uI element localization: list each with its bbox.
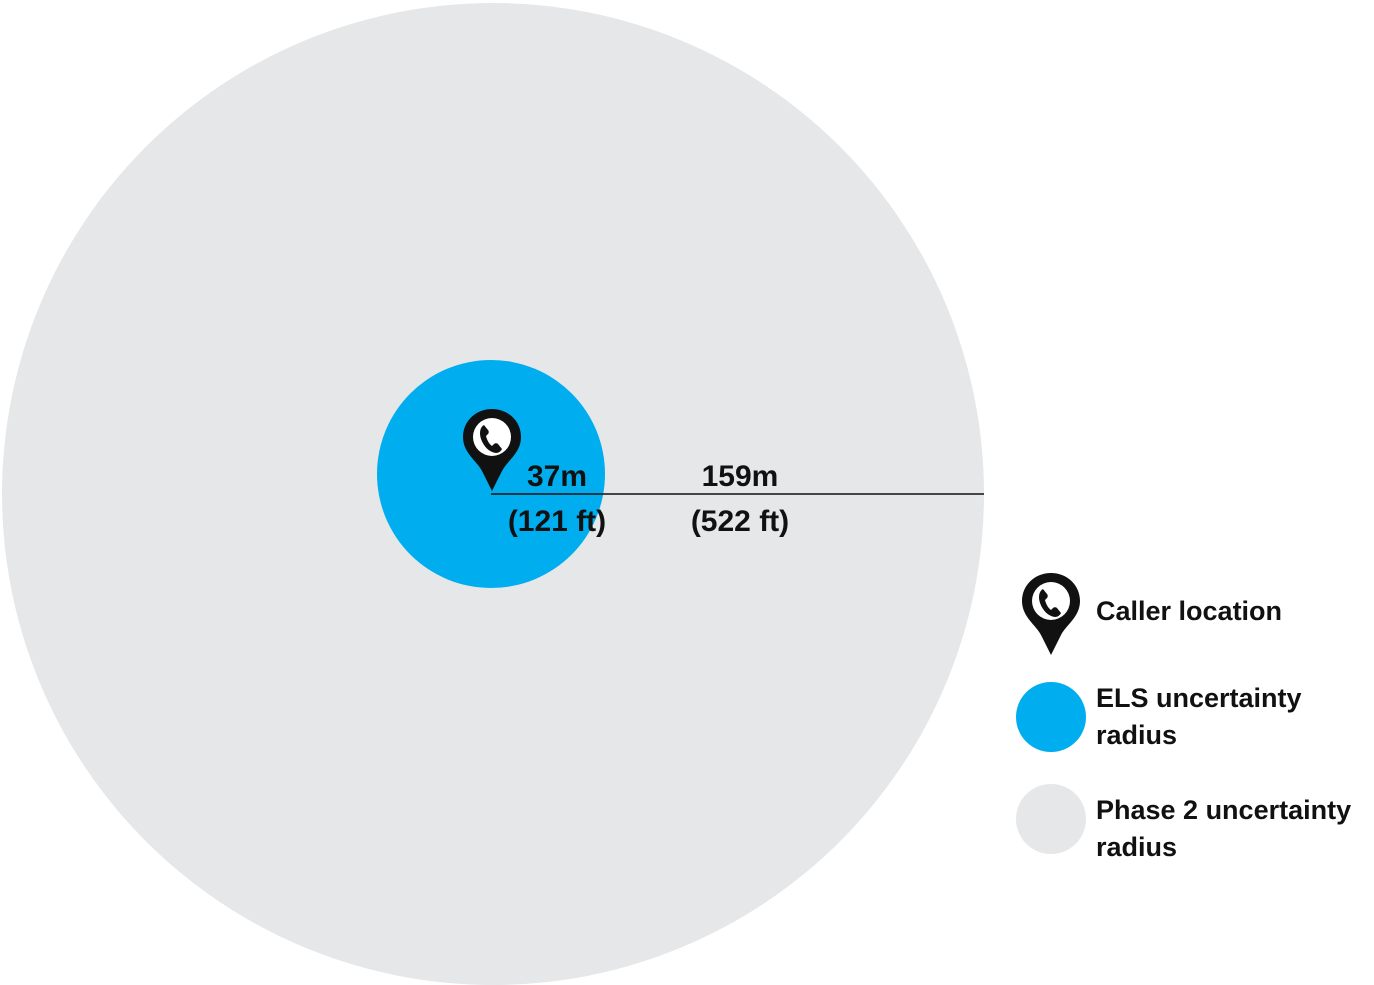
legend-label-els: ELS uncertainty radius (1096, 683, 1302, 750)
phase2-radius-feet: (522 ft) (691, 505, 789, 538)
legend-label-caller: Caller location (1096, 596, 1283, 626)
els-radius-feet: (121 ft) (508, 505, 606, 538)
phase2-radius-meters: 159m (702, 460, 779, 493)
phase2-swatch (1016, 784, 1086, 854)
legend-label-phase2: Phase 2 uncertainty radius (1096, 795, 1352, 862)
els-radius-meters: 37m (527, 460, 587, 493)
phone-location-pin-icon (1022, 573, 1080, 655)
els-swatch (1016, 682, 1086, 752)
